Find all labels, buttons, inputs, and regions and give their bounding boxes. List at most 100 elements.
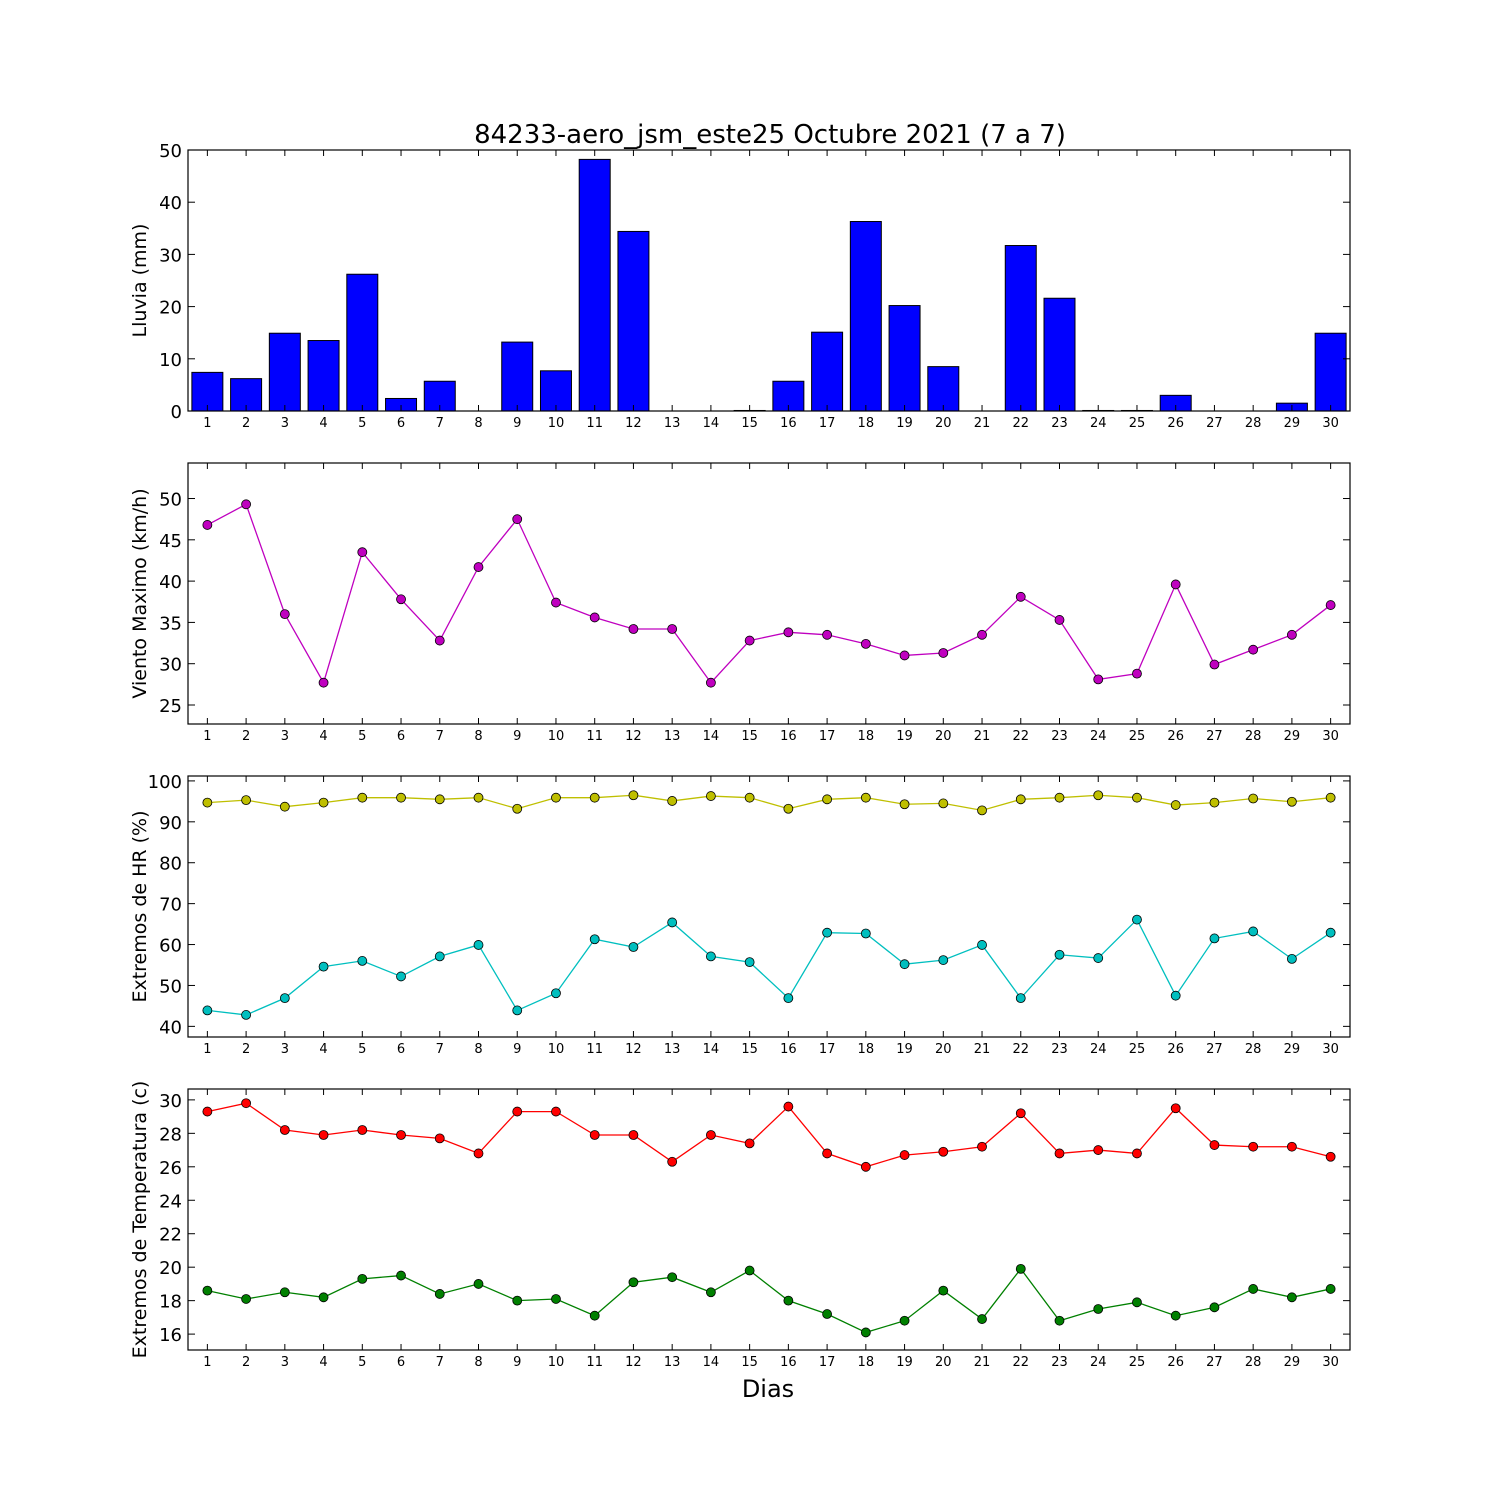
temperature-series-0-point-25 xyxy=(1132,1148,1142,1159)
humidity-series-1-line xyxy=(207,918,1331,1016)
x-tick-label: 27 xyxy=(1206,729,1223,744)
y-tick-label: 25 xyxy=(159,696,182,717)
humidity-series-1-point-10 xyxy=(551,988,561,999)
y-tick-label: 35 xyxy=(159,613,182,634)
temperature-series-1-point-28 xyxy=(1248,1284,1259,1294)
temperature-series-1-point-24 xyxy=(1093,1304,1104,1314)
max-wind-series-0-point-23 xyxy=(1054,615,1065,625)
x-tick-label: 5 xyxy=(358,1042,366,1057)
humidity-series-1-point-29 xyxy=(1287,953,1297,964)
max-wind-series-0-point-25 xyxy=(1132,668,1142,679)
humidity-series-0-point-5 xyxy=(357,792,368,803)
x-tick-label: 19 xyxy=(896,729,913,744)
humidity-series-0-point-17 xyxy=(822,794,832,805)
x-tick-label: 25 xyxy=(1129,1355,1146,1370)
humidity-series-1-point-19 xyxy=(899,959,910,970)
temperature-series-0-point-26 xyxy=(1170,1103,1181,1114)
x-tick-label: 15 xyxy=(741,1042,758,1057)
x-tick-label: 13 xyxy=(664,729,681,744)
x-tick-label: 7 xyxy=(436,416,444,431)
temperature-series-0-point-6 xyxy=(396,1130,406,1140)
temperature-series-1-point-7 xyxy=(434,1289,445,1299)
temperature-series-1-point-22 xyxy=(1015,1263,1026,1274)
x-tick-label: 8 xyxy=(474,416,482,431)
temperature-series-1-point-3 xyxy=(279,1287,290,1298)
x-tick-label: 2 xyxy=(242,1042,250,1057)
x-tick-label: 5 xyxy=(358,416,366,431)
max-wind-series-0-point-29 xyxy=(1287,629,1297,640)
humidity-series-1-point-6 xyxy=(396,971,406,982)
bar-day-19 xyxy=(888,305,921,412)
temperature-plot-frame xyxy=(187,1088,1351,1351)
temperature-series-1-point-23 xyxy=(1054,1315,1065,1326)
x-tick-label: 12 xyxy=(625,1355,642,1370)
max-wind-series-0-point-24 xyxy=(1093,674,1104,685)
bar-day-4 xyxy=(307,340,340,412)
y-tick-label: 10 xyxy=(159,350,182,371)
x-tick-label: 30 xyxy=(1322,416,1339,431)
temperature-series-1-point-13 xyxy=(667,1272,678,1283)
humidity-series-0-point-28 xyxy=(1248,793,1259,804)
temperature-series-0-point-14 xyxy=(706,1130,716,1140)
temperature-series-1-point-12 xyxy=(628,1277,639,1288)
humidity-series-0-point-20 xyxy=(938,798,949,809)
x-tick-label: 20 xyxy=(935,1355,952,1370)
max-wind-series-0-point-30 xyxy=(1325,600,1336,610)
humidity-series-0-point-25 xyxy=(1132,792,1142,803)
y-tick-label: 100 xyxy=(148,772,182,793)
y-tick-label: 30 xyxy=(159,245,182,266)
humidity-series-0-point-12 xyxy=(628,790,639,801)
x-tick-label: 21 xyxy=(974,729,991,744)
x-tick-label: 22 xyxy=(1012,1042,1029,1057)
y-tick-label: 24 xyxy=(159,1191,182,1212)
max-wind-series-0-point-26 xyxy=(1170,579,1181,590)
x-tick-label: 14 xyxy=(703,729,720,744)
x-tick-label: 28 xyxy=(1245,729,1262,744)
humidity-series-0-point-6 xyxy=(396,792,406,803)
max-wind-series-0-point-9 xyxy=(512,514,523,525)
temperature-series-0-point-18 xyxy=(860,1161,871,1172)
humidity-series-1-point-2 xyxy=(241,1010,252,1020)
x-tick-label: 22 xyxy=(1012,729,1029,744)
x-tick-label: 21 xyxy=(974,1042,991,1057)
humidity-series-1-point-13 xyxy=(667,917,678,928)
x-tick-label: 16 xyxy=(780,729,797,744)
x-tick-label: 25 xyxy=(1129,1042,1146,1057)
x-tick-label: 30 xyxy=(1322,1355,1339,1370)
x-tick-label: 8 xyxy=(474,729,482,744)
x-tick-label: 12 xyxy=(625,729,642,744)
x-tick-label: 8 xyxy=(474,1355,482,1370)
y-tick-label: 40 xyxy=(159,572,182,593)
humidity-series-0-point-15 xyxy=(744,792,755,803)
rainfall-plot-frame xyxy=(187,149,1351,412)
temperature-series-0-point-11 xyxy=(589,1130,600,1140)
temperature-series-1-point-6 xyxy=(396,1270,406,1281)
x-tick-label: 13 xyxy=(664,1042,681,1057)
temperature-series-0-point-2 xyxy=(241,1098,252,1109)
humidity-series-0-point-29 xyxy=(1287,796,1297,807)
x-tick-label: 4 xyxy=(319,416,327,431)
x-tick-label: 8 xyxy=(474,1042,482,1057)
x-tick-label: 7 xyxy=(436,1355,444,1370)
max-wind-series-0-point-14 xyxy=(706,677,716,688)
y-tick-label: 16 xyxy=(159,1325,182,1346)
y-tick-label: 30 xyxy=(159,655,182,676)
max-wind-series-0-line xyxy=(207,503,1332,685)
temperature-series-0-point-20 xyxy=(938,1146,949,1157)
x-tick-label: 25 xyxy=(1129,729,1146,744)
x-tick-label: 2 xyxy=(242,1355,250,1370)
temperature-series-0-point-30 xyxy=(1325,1151,1336,1162)
temperature-series-0-point-9 xyxy=(512,1106,523,1117)
temperature-series-0-point-16 xyxy=(783,1101,794,1112)
x-tick-label: 16 xyxy=(780,1355,797,1370)
temperature-series-0-point-29 xyxy=(1287,1141,1297,1152)
humidity-series-0-point-3 xyxy=(279,801,290,812)
x-tick-label: 28 xyxy=(1245,1042,1262,1057)
x-tick-label: 21 xyxy=(974,1355,991,1370)
y-tick-label: 30 xyxy=(159,1091,182,1112)
max-wind-series-0-point-6 xyxy=(396,594,406,605)
humidity-series-1-point-24 xyxy=(1093,953,1104,963)
humidity-series-1-point-28 xyxy=(1248,926,1259,937)
bar-day-5 xyxy=(346,273,379,412)
